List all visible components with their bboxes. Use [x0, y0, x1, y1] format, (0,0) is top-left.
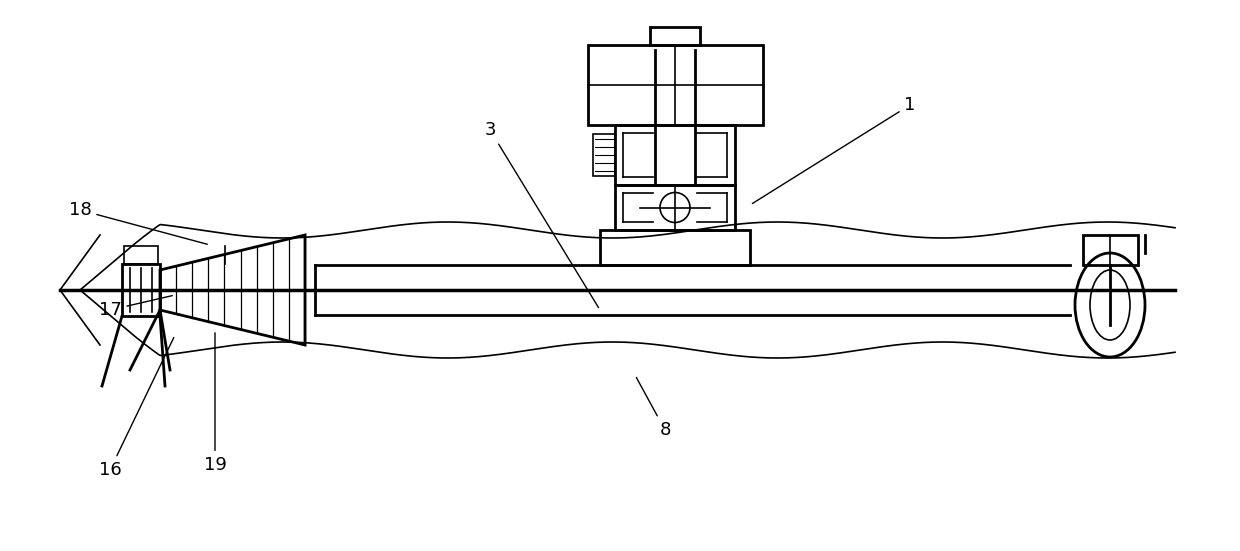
Polygon shape — [160, 235, 305, 345]
Bar — [615, 185, 735, 230]
Bar — [615, 125, 735, 185]
Text: 1: 1 — [753, 96, 915, 203]
Bar — [1083, 235, 1137, 265]
Bar — [593, 134, 615, 176]
Text: 16: 16 — [99, 338, 174, 479]
Text: 19: 19 — [203, 333, 227, 474]
Bar — [600, 230, 750, 265]
Text: 3: 3 — [485, 121, 599, 307]
Text: 8: 8 — [636, 377, 671, 439]
Text: 18: 18 — [68, 201, 207, 244]
Bar — [588, 45, 763, 125]
Bar — [650, 27, 701, 45]
Bar — [124, 246, 159, 264]
Text: 17: 17 — [98, 296, 172, 319]
Bar — [122, 264, 160, 316]
